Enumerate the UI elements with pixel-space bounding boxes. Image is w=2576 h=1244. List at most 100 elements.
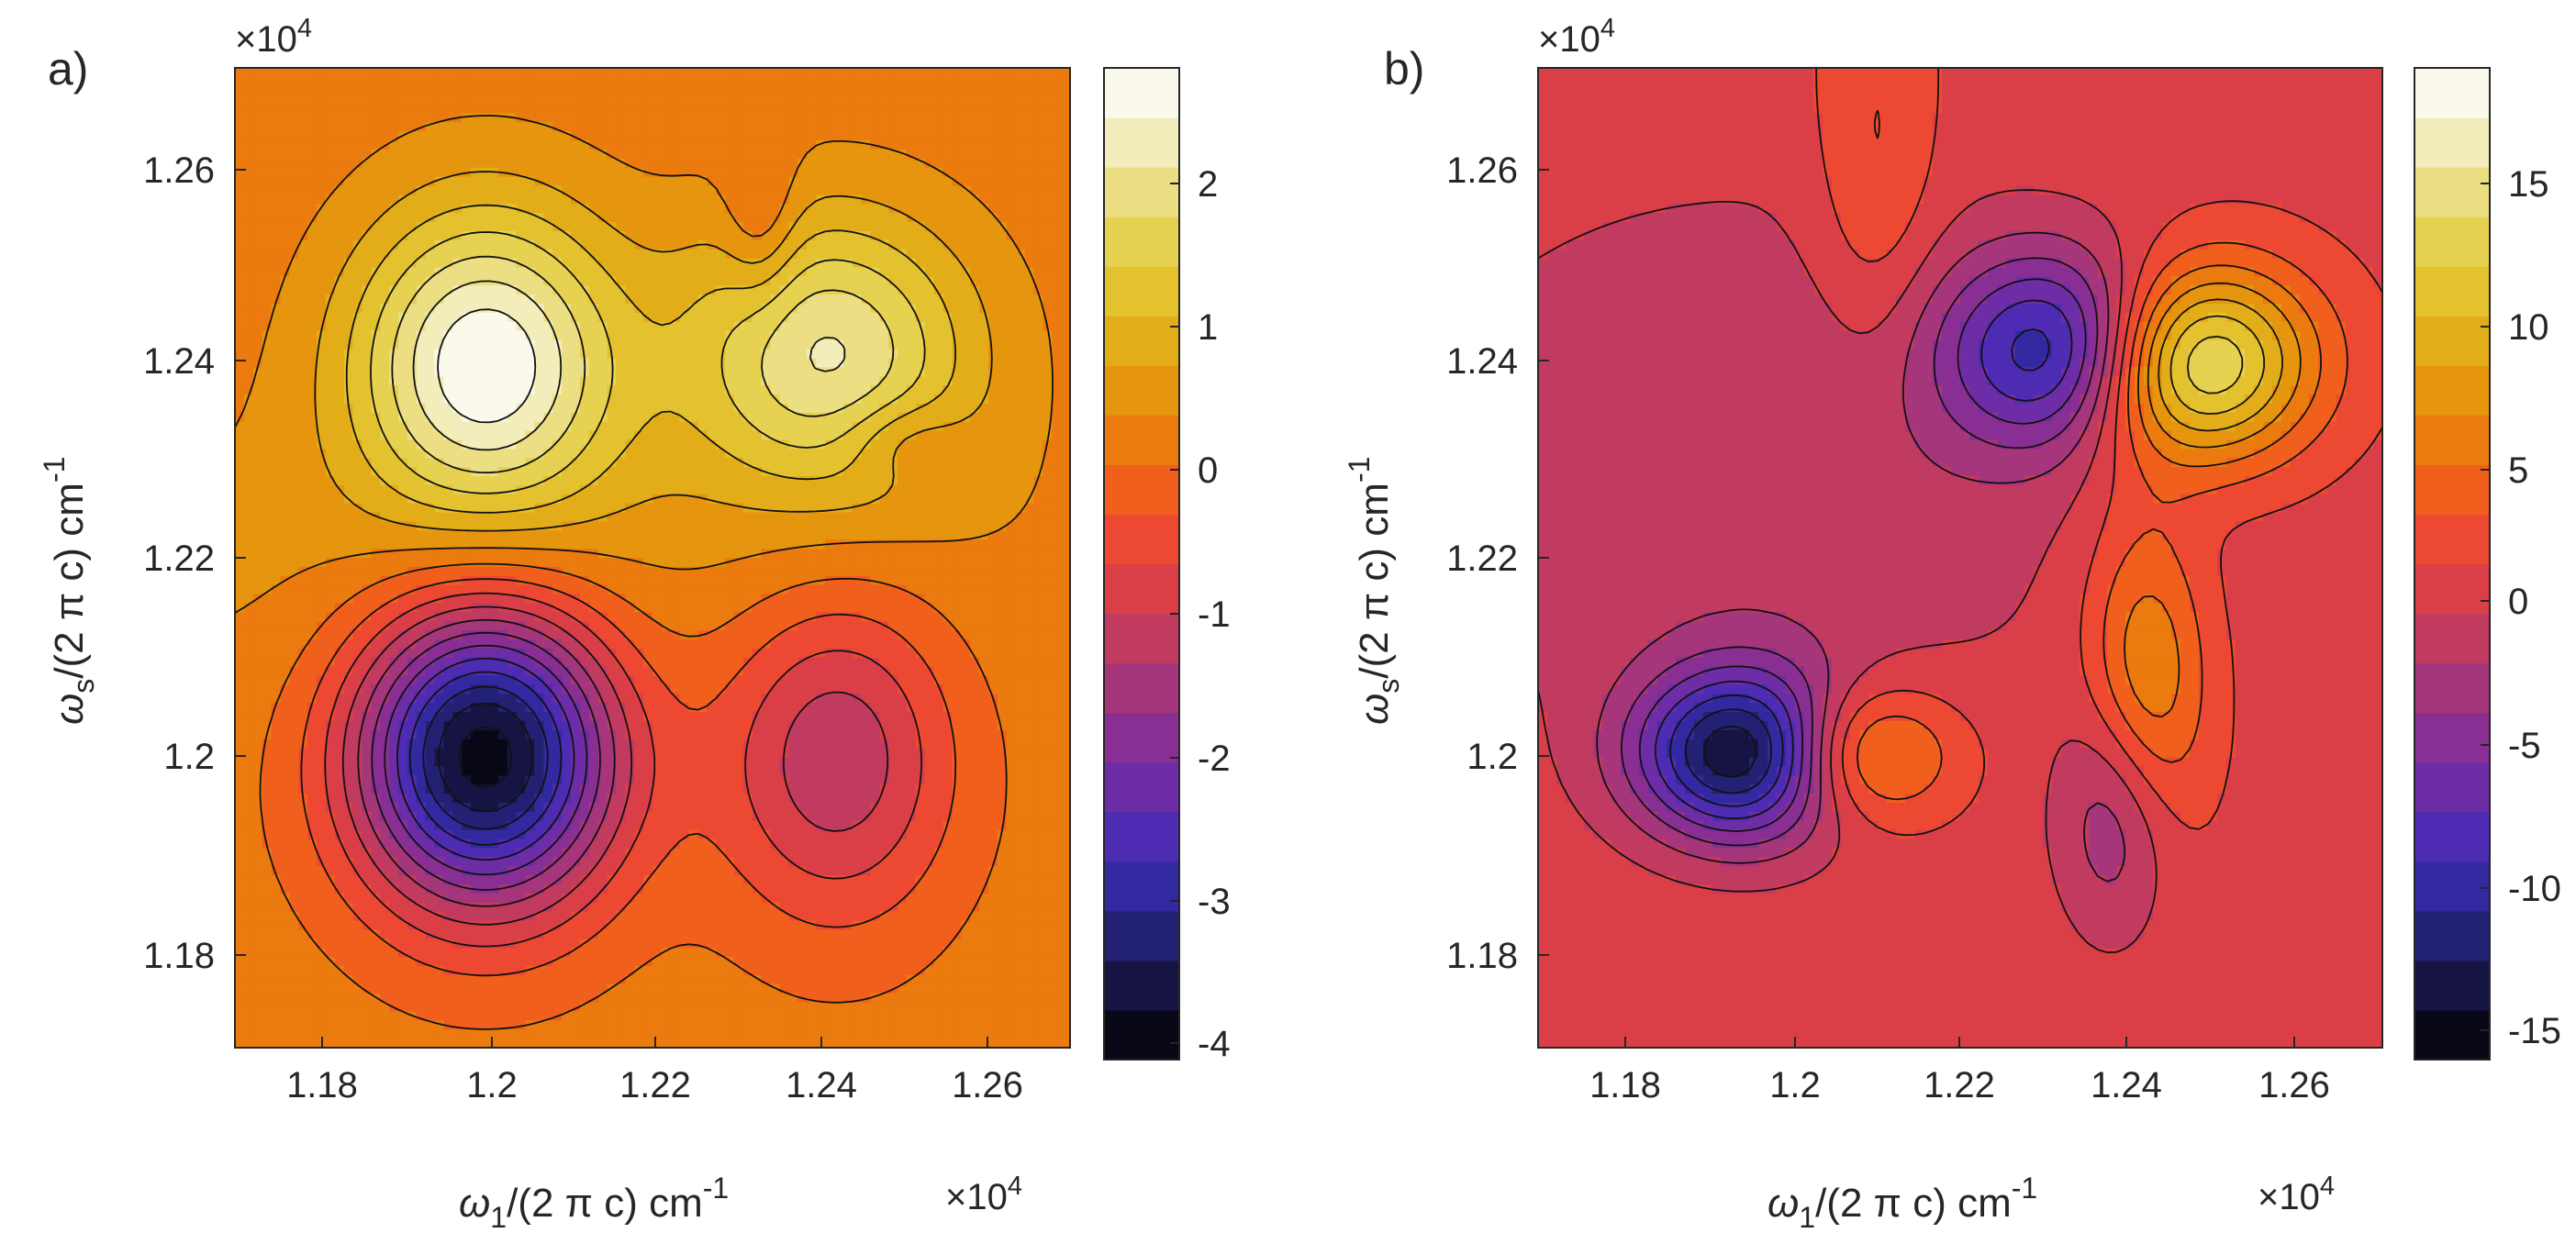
contour-cell <box>870 521 881 532</box>
contour-cell <box>597 104 608 115</box>
contour-cell <box>670 330 681 341</box>
contour-cell <box>570 231 581 241</box>
contour-cell <box>970 421 980 432</box>
contour-cell <box>243 131 254 141</box>
contour-cell <box>562 222 572 232</box>
contour-cell <box>562 276 572 287</box>
contour-cell <box>235 403 245 414</box>
contour-cell <box>525 484 536 495</box>
contour-cell <box>434 512 445 523</box>
contour-cell <box>334 185 345 196</box>
contour-cell <box>298 421 308 432</box>
contour-cell <box>352 503 363 514</box>
contour-cell <box>797 231 808 241</box>
contour-cell <box>1015 122 1026 133</box>
contour-cell <box>343 185 354 196</box>
contour-cell <box>952 304 963 314</box>
contour-cell <box>452 276 463 287</box>
contour-cell <box>634 140 644 150</box>
contour-cell <box>961 358 971 369</box>
contour-cell <box>824 367 835 378</box>
contour-cell <box>679 412 690 423</box>
contour-cell <box>933 430 944 441</box>
contour-cell <box>788 358 799 369</box>
contour-cell <box>289 494 300 505</box>
contour-cell <box>262 204 273 215</box>
contour-cell <box>833 239 844 250</box>
contour-cell <box>861 113 872 124</box>
contour-cell <box>634 304 644 314</box>
contour-cell <box>997 467 1008 477</box>
contour-cell <box>371 213 382 223</box>
contour-cell <box>325 104 336 115</box>
contour-cell <box>289 521 300 532</box>
contour-cell <box>271 140 282 150</box>
contour-cell <box>1006 330 1017 341</box>
contour-cell <box>317 304 327 314</box>
contour-cell <box>235 367 245 378</box>
contour-cell <box>371 339 382 350</box>
contour-cell <box>371 249 382 260</box>
contour-cell <box>797 339 808 350</box>
contour-cell <box>488 367 499 378</box>
contour-cell <box>1061 349 1070 360</box>
contour-cell <box>471 494 481 505</box>
contour-cell <box>870 85 881 96</box>
contour-cell <box>416 76 427 87</box>
contour-cell <box>987 285 998 296</box>
contour-cell <box>534 85 545 96</box>
contour-cell <box>797 385 808 395</box>
contour-cell <box>480 267 490 278</box>
contour-cell <box>852 549 863 559</box>
contour-cell <box>742 330 753 341</box>
contour-cell <box>634 458 644 468</box>
contour-cell <box>716 131 726 141</box>
contour-cell <box>625 512 636 523</box>
contour-cell <box>961 249 971 260</box>
contour-cell <box>289 385 300 395</box>
contour-cell <box>280 521 291 532</box>
contour-cell <box>961 158 971 169</box>
contour-cell <box>906 94 917 106</box>
contour-cell <box>861 94 872 106</box>
contour-cell <box>634 549 644 559</box>
contour-cell <box>289 376 300 386</box>
contour-cell <box>343 222 354 232</box>
contour-cell <box>742 122 753 133</box>
contour-cell <box>870 167 881 178</box>
contour-cell <box>579 131 590 141</box>
contour-cell <box>252 330 263 341</box>
contour-cell <box>243 194 254 205</box>
contour-cell <box>343 412 354 423</box>
contour-cell <box>879 430 889 441</box>
contour-cell <box>579 150 590 160</box>
contour-cell <box>343 267 354 278</box>
contour-cell <box>552 239 563 250</box>
contour-cell <box>425 68 436 78</box>
contour-cell <box>362 113 373 124</box>
contour-cell <box>516 131 527 141</box>
contour-cell <box>235 304 245 314</box>
contour-cell <box>416 267 427 278</box>
contour-cell <box>833 530 844 541</box>
contour-cell <box>933 458 944 468</box>
contour-cell <box>852 204 863 215</box>
contour-cell <box>243 349 254 360</box>
contour-cell <box>407 530 418 541</box>
contour-cell <box>588 231 599 241</box>
contour-cell <box>497 439 508 450</box>
contour-cell <box>243 539 254 550</box>
contour-cell <box>716 304 726 314</box>
contour-cell <box>979 94 989 106</box>
contour-cell <box>480 104 490 115</box>
contour-cell <box>961 131 971 141</box>
contour-cell <box>579 185 590 196</box>
contour-cell <box>488 549 499 559</box>
contour-cell <box>870 385 881 395</box>
contour-cell <box>416 530 427 541</box>
contour-cell <box>425 430 436 441</box>
contour-cell <box>570 521 581 532</box>
contour-cell <box>243 467 254 477</box>
contour-cell <box>334 458 345 468</box>
contour-cell <box>725 358 735 369</box>
